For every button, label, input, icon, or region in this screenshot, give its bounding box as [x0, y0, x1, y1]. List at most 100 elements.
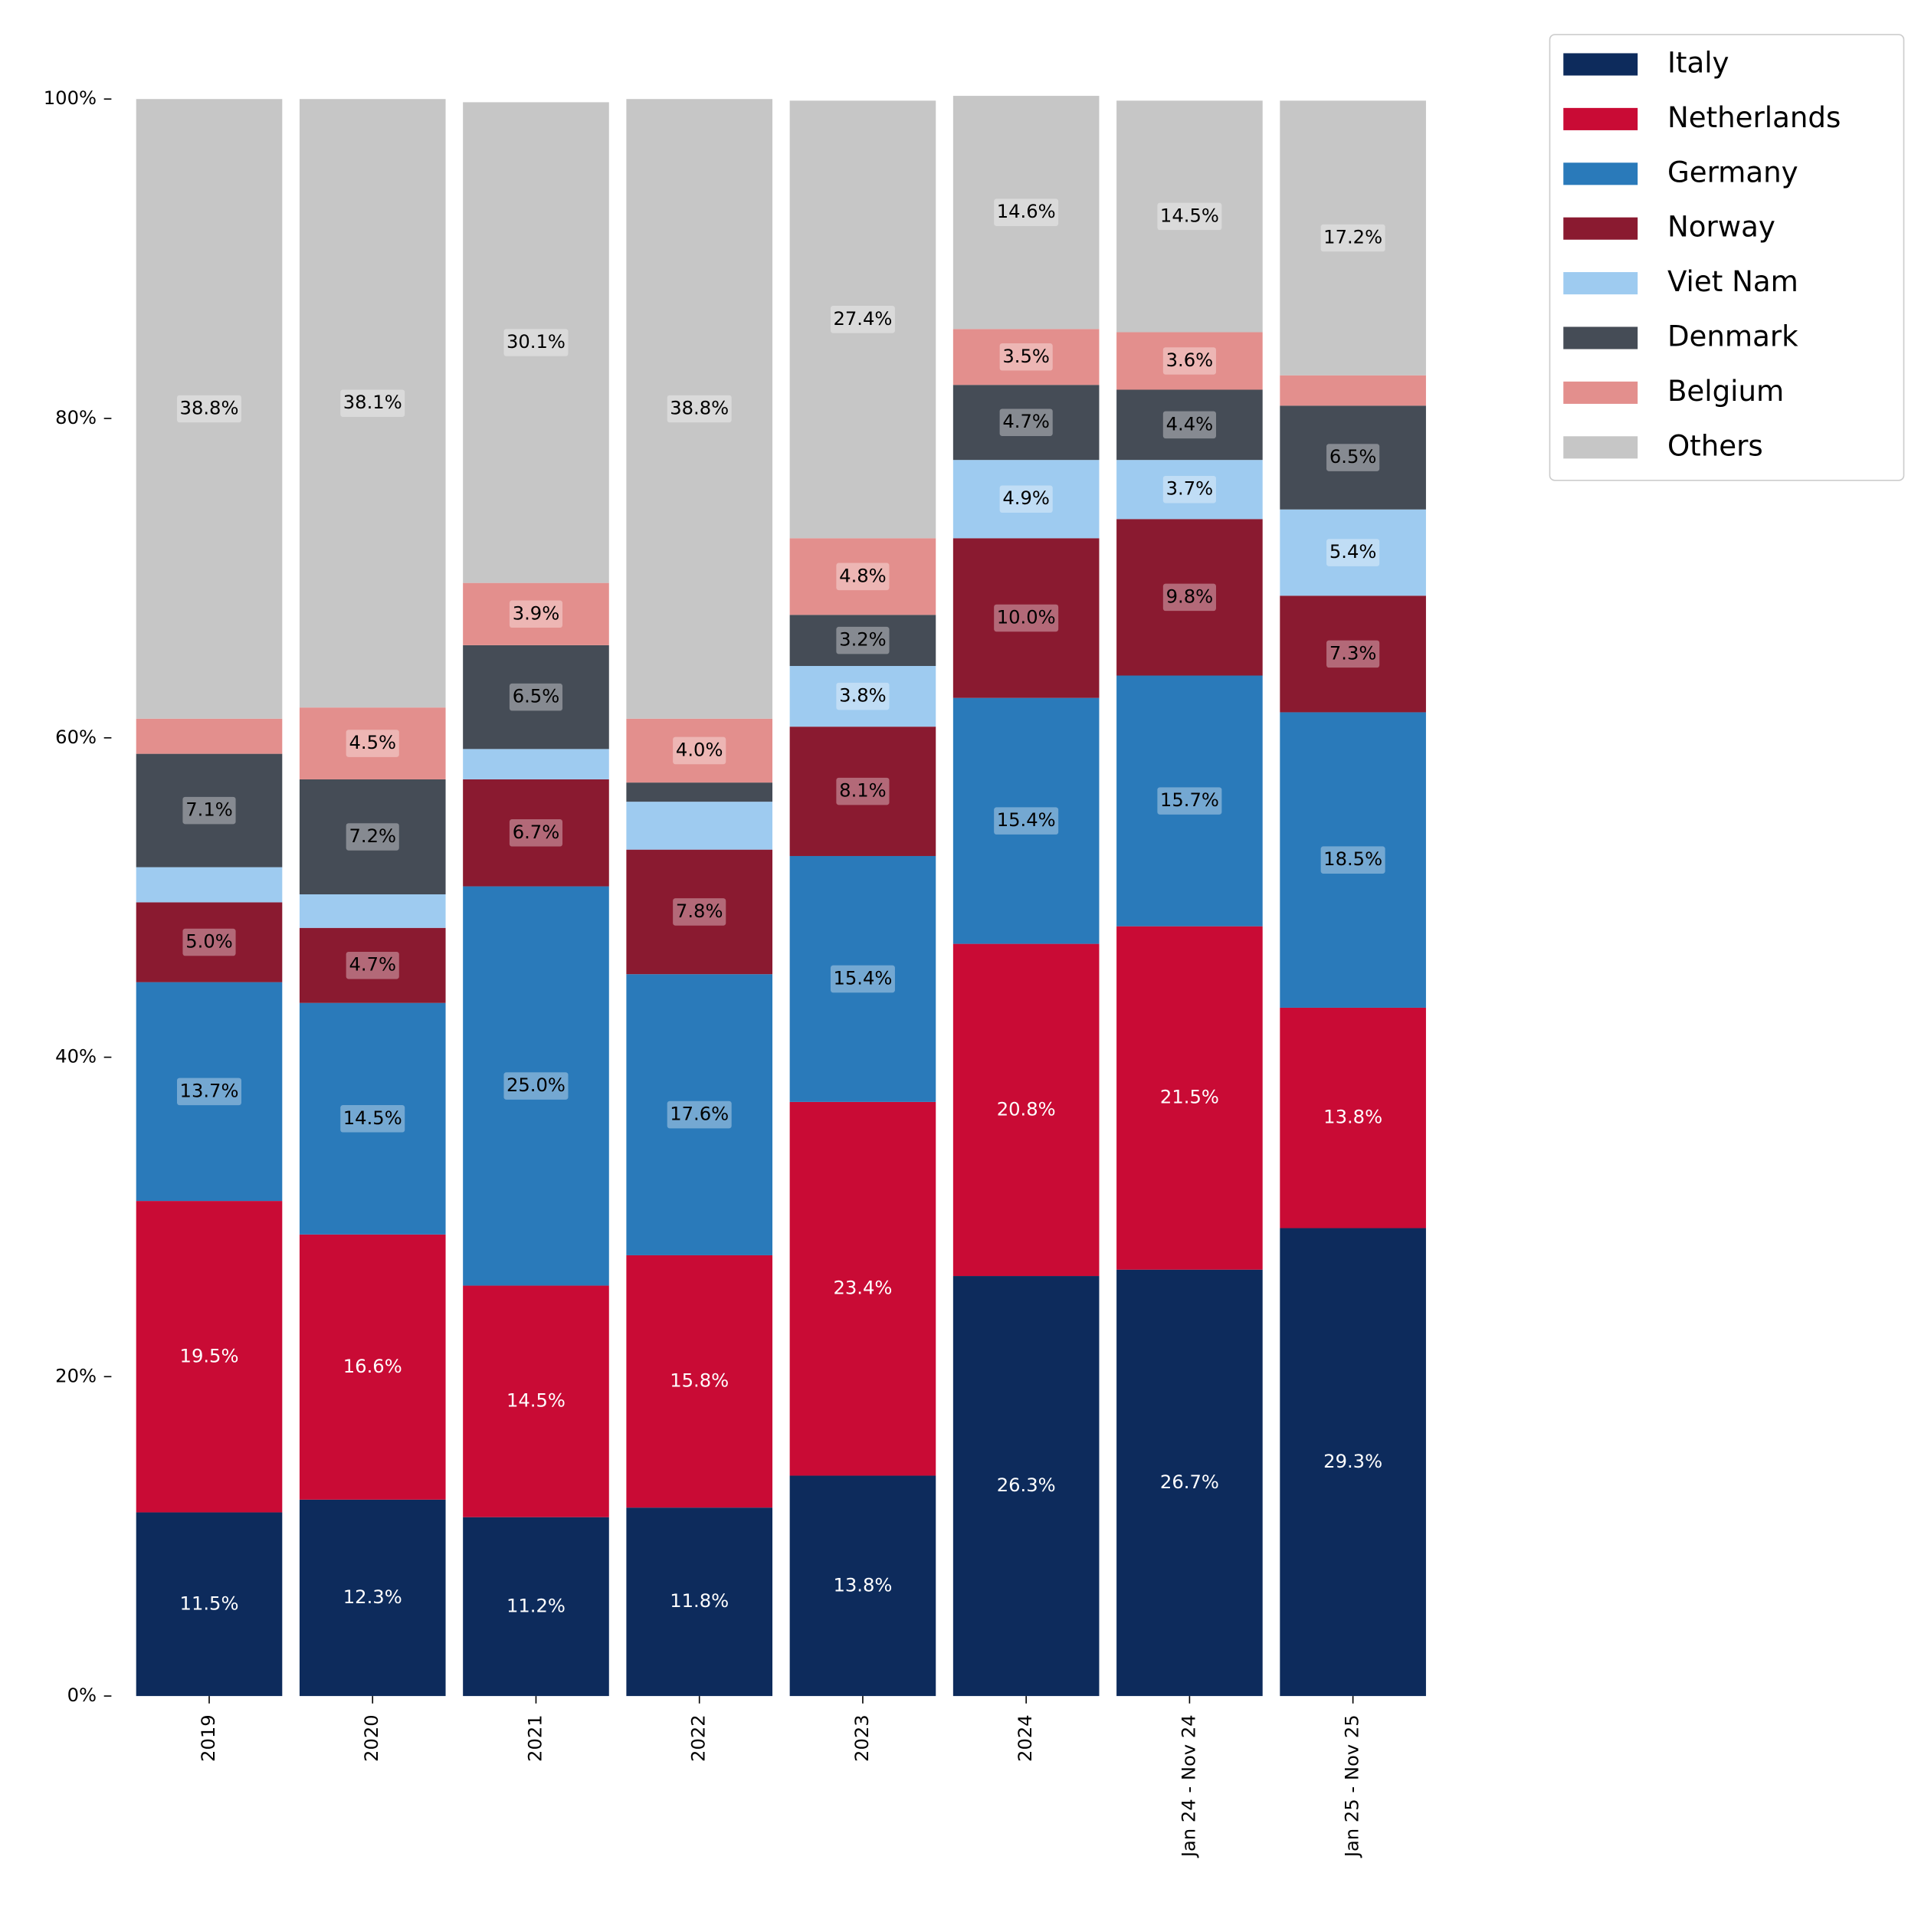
data-label: 17.6%	[670, 1104, 729, 1125]
legend-frame	[1549, 34, 1905, 481]
label-box	[830, 965, 895, 993]
bar-segment	[299, 1499, 446, 1697]
data-label: 6.5%	[1329, 446, 1377, 467]
bar-segment	[1116, 675, 1263, 927]
bar-segment	[789, 615, 936, 667]
label-box	[836, 777, 890, 805]
bar-segment	[463, 582, 609, 645]
label-box	[1162, 583, 1216, 612]
x-tick-label: 2024	[1015, 1714, 1036, 1762]
data-label: 14.5%	[343, 1107, 402, 1129]
data-label: 8.1%	[839, 780, 887, 802]
bar-segment	[626, 1255, 773, 1508]
bar-segment	[463, 645, 609, 750]
bar-segment	[626, 99, 773, 719]
label-box	[999, 343, 1053, 371]
data-label: 7.3%	[1329, 642, 1377, 664]
bar-segment	[463, 886, 609, 1286]
label-box	[994, 807, 1059, 835]
data-label: 4.7%	[1002, 411, 1050, 432]
label-box	[667, 1100, 732, 1129]
bar-segment	[1116, 389, 1263, 461]
bar-segment	[136, 99, 283, 719]
data-label: 27.4%	[833, 308, 892, 330]
data-label: 13.7%	[180, 1080, 239, 1101]
label-box	[1326, 539, 1380, 566]
bar-segment	[463, 102, 609, 583]
legend-label: Germany	[1667, 156, 1798, 189]
bar-segment	[1280, 1007, 1426, 1228]
bar-segment	[626, 802, 773, 850]
data-label: 11.2%	[507, 1595, 566, 1616]
x-tick-label: 2023	[851, 1714, 873, 1762]
data-label: 4.9%	[1002, 487, 1050, 509]
label-box	[673, 736, 726, 765]
bar-segment	[463, 1517, 609, 1697]
data-label: 14.5%	[1160, 205, 1219, 226]
label-box	[994, 198, 1059, 226]
data-label: 19.5%	[180, 1345, 239, 1366]
label-box	[1162, 347, 1216, 375]
label-box	[177, 1078, 242, 1106]
label-box	[1157, 202, 1222, 231]
y-tick-label: 20%	[55, 1365, 97, 1386]
label-box	[1320, 846, 1385, 874]
label-box	[994, 604, 1059, 632]
bar-segment	[789, 1101, 936, 1476]
y-tick-label: 60%	[55, 727, 97, 748]
bar-segment	[299, 927, 446, 1003]
bar-segment	[136, 718, 283, 754]
data-label: 6.7%	[513, 822, 560, 843]
data-label: 4.0%	[676, 739, 723, 760]
data-label: 14.6%	[997, 201, 1056, 222]
legend-label: Others	[1667, 429, 1763, 462]
data-label: 16.6%	[343, 1356, 402, 1377]
label-box	[509, 600, 563, 628]
label-box	[509, 683, 563, 711]
label-box	[177, 395, 242, 423]
legend-swatch	[1563, 436, 1638, 459]
bar-segment	[626, 782, 773, 802]
bar-segment	[789, 1475, 936, 1697]
data-label: 15.8%	[670, 1370, 729, 1392]
data-label: 15.7%	[1160, 789, 1219, 811]
data-label: 20.8%	[997, 1098, 1056, 1120]
bar-segment	[1280, 375, 1426, 406]
data-label: 3.6%	[1166, 349, 1214, 371]
label-box	[836, 682, 890, 710]
data-label: 3.5%	[1002, 346, 1050, 367]
bar-segment	[952, 460, 1100, 539]
data-label: 38.1%	[343, 392, 402, 413]
plot: 0% 20% 40% 60% 80% 100% 2019 11.5% 19.5% 13.7% 5.0…	[44, 34, 1905, 1858]
label-box	[999, 408, 1053, 436]
bar-segment	[952, 329, 1100, 385]
bar-segment	[626, 974, 773, 1255]
data-label: 3.8%	[839, 685, 887, 707]
label-box	[346, 730, 399, 757]
bar-segment	[136, 1201, 283, 1513]
bar-segment	[1116, 1269, 1263, 1697]
data-label: 7.8%	[676, 900, 723, 922]
bar-segment	[136, 867, 283, 903]
bar-segment	[952, 697, 1100, 944]
bar-segment	[1116, 460, 1263, 520]
label-box	[1326, 640, 1380, 668]
y-tick-label: 40%	[55, 1046, 97, 1068]
bar-segment	[1280, 595, 1426, 713]
bar-segment	[1116, 519, 1263, 676]
legend-swatch	[1563, 326, 1638, 349]
bar-segment	[463, 1285, 609, 1517]
data-label: 6.5%	[513, 686, 560, 707]
legend-swatch	[1563, 162, 1638, 185]
label-box	[182, 928, 236, 956]
bar-segment	[626, 849, 773, 975]
bar-segment	[1116, 100, 1263, 333]
bar-segment	[1280, 1228, 1426, 1697]
data-label: 18.5%	[1323, 848, 1382, 870]
data-label: 38.8%	[180, 398, 239, 419]
bar-segment	[136, 982, 283, 1202]
legend-swatch	[1563, 272, 1638, 295]
bar-segment	[463, 749, 609, 779]
legend-label: Denmark	[1667, 320, 1798, 353]
